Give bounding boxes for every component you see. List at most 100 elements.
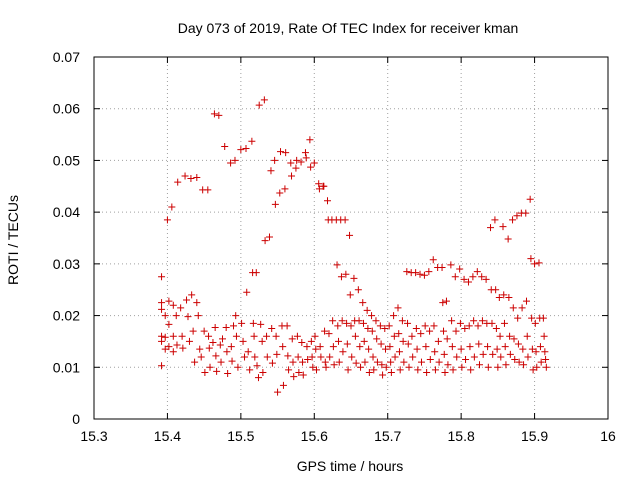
data-point xyxy=(522,297,530,305)
data-point xyxy=(378,361,386,369)
data-point xyxy=(268,359,276,367)
data-point xyxy=(542,363,550,371)
data-point xyxy=(348,353,356,361)
data-point xyxy=(466,343,474,351)
data-point xyxy=(276,189,284,197)
data-point xyxy=(484,343,492,351)
data-point xyxy=(499,223,507,231)
data-point xyxy=(373,358,381,366)
data-point xyxy=(518,304,526,312)
data-point xyxy=(513,212,521,220)
data-point xyxy=(527,255,535,263)
data-point xyxy=(223,348,231,356)
y-tick-label: 0.02 xyxy=(53,308,80,324)
data-point xyxy=(187,175,195,183)
data-point xyxy=(271,156,279,164)
data-point xyxy=(250,332,258,340)
data-point xyxy=(232,312,240,320)
data-point xyxy=(440,350,448,358)
data-point xyxy=(489,350,497,358)
data-point xyxy=(540,332,548,340)
data-point xyxy=(174,178,182,186)
data-point xyxy=(524,353,532,361)
data-point xyxy=(294,353,302,361)
data-point xyxy=(258,337,266,345)
data-point xyxy=(307,163,315,171)
data-point xyxy=(173,341,181,349)
data-point xyxy=(369,353,377,361)
y-tick-label: 0.03 xyxy=(53,256,80,272)
data-point xyxy=(478,317,486,325)
data-point xyxy=(390,312,398,320)
data-point xyxy=(158,273,166,281)
data-point xyxy=(299,358,307,366)
data-point xyxy=(413,345,421,353)
data-point xyxy=(523,332,531,340)
data-point xyxy=(248,137,256,145)
data-point xyxy=(209,338,217,346)
data-point xyxy=(504,235,512,243)
data-point xyxy=(321,327,329,335)
data-point xyxy=(500,319,508,327)
data-point xyxy=(448,343,456,351)
data-point xyxy=(260,96,268,104)
data-point xyxy=(312,345,320,353)
data-point xyxy=(531,260,539,268)
data-point xyxy=(398,317,406,325)
data-point xyxy=(213,367,221,375)
data-point xyxy=(355,317,363,325)
x-axis-label: GPS time / hours xyxy=(297,458,404,474)
data-point xyxy=(470,317,478,325)
data-point xyxy=(431,366,439,374)
data-point xyxy=(364,325,372,332)
data-point xyxy=(452,327,460,335)
data-point xyxy=(161,345,169,353)
data-point xyxy=(302,154,310,162)
data-point xyxy=(211,323,219,331)
data-point xyxy=(230,322,238,330)
data-point xyxy=(476,361,483,369)
x-tick-label: 15.8 xyxy=(448,428,475,444)
data-point xyxy=(315,180,323,188)
data-point xyxy=(254,374,262,382)
data-point xyxy=(359,319,367,327)
data-point xyxy=(509,216,517,224)
data-point xyxy=(205,344,213,352)
data-point xyxy=(488,319,496,327)
data-points xyxy=(158,96,550,396)
data-point xyxy=(385,322,393,330)
data-point xyxy=(316,343,324,351)
data-point xyxy=(535,259,543,267)
data-point xyxy=(295,368,303,376)
data-point xyxy=(465,322,473,330)
data-point xyxy=(420,271,428,279)
data-point xyxy=(293,156,301,164)
data-point xyxy=(283,322,291,330)
data-point xyxy=(169,301,177,309)
data-point xyxy=(339,348,347,356)
x-tick-labels: 15.3 15.4 15.5 15.6 15.7 15.8 15.9 16 xyxy=(80,428,616,444)
data-point xyxy=(165,297,173,305)
data-point xyxy=(469,273,477,281)
data-point xyxy=(482,275,490,283)
x-tick-label: 15.5 xyxy=(227,428,254,444)
data-point xyxy=(390,332,398,340)
data-point xyxy=(368,327,376,335)
data-point xyxy=(491,216,499,224)
data-point xyxy=(386,343,394,351)
axis-ticks xyxy=(93,56,609,420)
data-point xyxy=(183,296,191,304)
data-point xyxy=(457,345,465,353)
data-point xyxy=(285,366,293,374)
data-point xyxy=(444,361,452,369)
data-point xyxy=(184,313,192,321)
data-point xyxy=(395,348,403,356)
data-point xyxy=(502,361,510,369)
data-point xyxy=(447,261,455,269)
data-point xyxy=(515,358,523,366)
y-tick-label: 0 xyxy=(72,411,80,427)
data-point xyxy=(329,317,337,325)
data-point xyxy=(365,345,373,353)
data-point xyxy=(497,353,505,361)
